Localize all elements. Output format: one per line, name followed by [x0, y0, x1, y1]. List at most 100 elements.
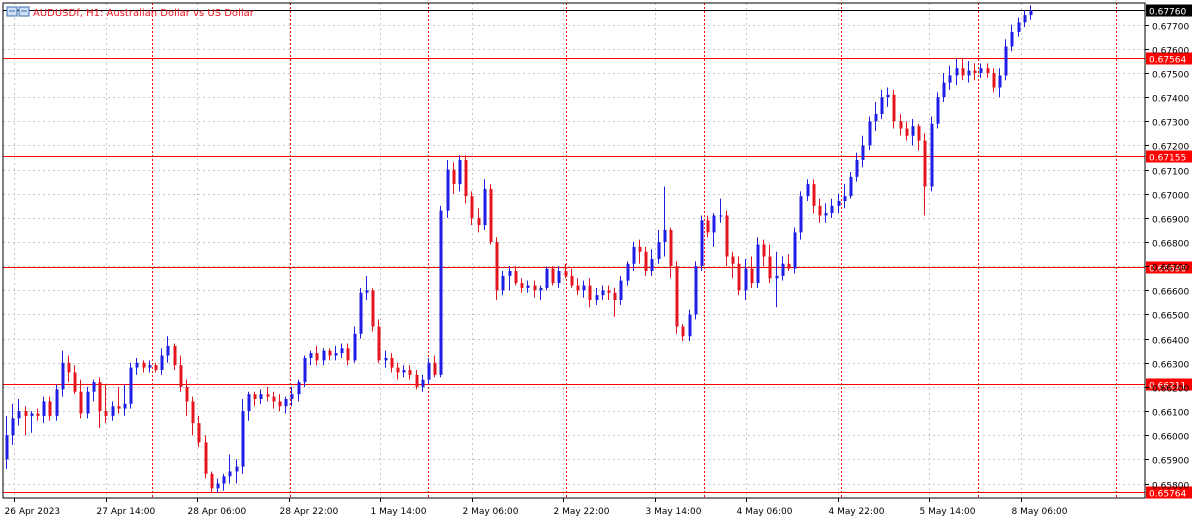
x-tick-label: 28 Apr 06:00	[188, 507, 247, 517]
day-separators	[152, 3, 1117, 498]
candle	[731, 251, 735, 279]
candle	[55, 384, 59, 421]
chart-title: AUDUSDf, H1: Australian Dollar vs US Dol…	[33, 8, 255, 19]
candle-body	[564, 271, 568, 276]
candle	[290, 386, 294, 407]
candle-body	[142, 362, 146, 368]
candle-body	[607, 290, 611, 293]
candle-body	[570, 275, 574, 286]
candle	[1010, 24, 1014, 52]
candle-body	[619, 280, 623, 300]
candle-body	[148, 365, 152, 368]
candle-body	[61, 362, 65, 390]
candle	[998, 68, 1002, 98]
y-tick-label: 0.66000	[1152, 433, 1189, 443]
candle-body	[489, 188, 493, 243]
candle	[160, 348, 164, 375]
candle-body	[911, 126, 915, 136]
candle	[923, 133, 927, 216]
candle-body	[309, 353, 313, 358]
y-tick-label: 0.66300	[1152, 361, 1189, 371]
candle	[564, 263, 568, 279]
candle	[309, 350, 313, 366]
candle-body	[849, 176, 853, 197]
x-tick-label: 26 Apr 2023	[5, 507, 61, 517]
candle	[495, 237, 499, 300]
candle-body	[315, 353, 319, 361]
candle	[92, 379, 96, 402]
candle	[266, 386, 270, 402]
candle-body	[1023, 15, 1027, 23]
y-tick-label: 0.67300	[1152, 119, 1189, 129]
candle-body	[539, 287, 543, 291]
candle-body	[694, 266, 698, 315]
candle	[712, 213, 716, 247]
price-level-tag	[1146, 52, 1192, 65]
candle-body	[650, 258, 654, 272]
y-tick-label: 0.66700	[1152, 264, 1189, 274]
x-tick-label: 27 Apr 14:00	[97, 507, 156, 517]
y-tick-label: 0.66400	[1152, 337, 1189, 347]
candle-body	[483, 188, 487, 226]
candle-body	[290, 394, 294, 399]
candle	[191, 396, 195, 436]
candle	[688, 309, 692, 342]
candle	[837, 193, 841, 214]
candle-body	[365, 290, 369, 293]
candle	[681, 324, 685, 342]
candle-body	[17, 411, 21, 419]
candle	[557, 266, 561, 288]
price-level-label: 0.67760	[1149, 8, 1186, 18]
candle	[365, 275, 369, 300]
candle-body	[905, 128, 909, 136]
candle-body	[719, 215, 723, 217]
candle	[452, 162, 456, 194]
candle-body	[588, 285, 592, 300]
candle-body	[42, 401, 46, 416]
candle	[663, 186, 667, 257]
candle	[725, 210, 729, 267]
candle-body	[582, 285, 586, 291]
candle	[644, 246, 648, 276]
candle-body	[67, 362, 71, 373]
candle-body	[452, 169, 456, 185]
candle	[346, 343, 350, 366]
candle-body	[328, 350, 332, 356]
candle	[551, 266, 555, 286]
candle	[601, 285, 605, 300]
candle	[98, 377, 102, 428]
candle-body	[427, 362, 431, 380]
candle	[694, 261, 698, 320]
candle	[619, 275, 623, 305]
candle	[570, 268, 574, 288]
candle-body	[458, 159, 462, 185]
candle-body	[595, 295, 599, 300]
candle-body	[111, 406, 115, 416]
candle	[669, 227, 673, 279]
candle-body	[501, 275, 505, 291]
candle	[744, 258, 748, 300]
candle-body	[160, 355, 164, 371]
candle	[42, 396, 46, 424]
candle	[650, 249, 654, 276]
candle	[322, 348, 326, 366]
candle-body	[266, 394, 270, 397]
candle-body	[79, 391, 83, 414]
candle	[768, 244, 772, 284]
price-level-tag	[1146, 150, 1192, 163]
candle	[799, 191, 803, 240]
candle	[334, 345, 338, 361]
candle-body	[737, 263, 741, 291]
candle	[210, 471, 214, 494]
candle	[353, 326, 357, 363]
candle	[73, 365, 77, 395]
candle-body	[973, 70, 977, 74]
candle-body	[433, 362, 437, 375]
candle	[756, 237, 760, 288]
candle-body	[626, 263, 630, 281]
candle	[700, 215, 704, 272]
candle-body	[992, 73, 996, 88]
candle	[241, 399, 245, 474]
candle-body	[793, 232, 797, 269]
candle	[5, 415, 9, 470]
